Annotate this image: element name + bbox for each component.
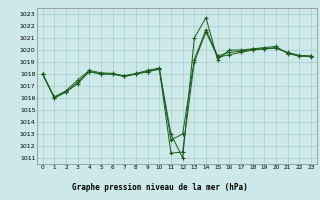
Text: Graphe pression niveau de la mer (hPa): Graphe pression niveau de la mer (hPa) bbox=[72, 183, 248, 192]
